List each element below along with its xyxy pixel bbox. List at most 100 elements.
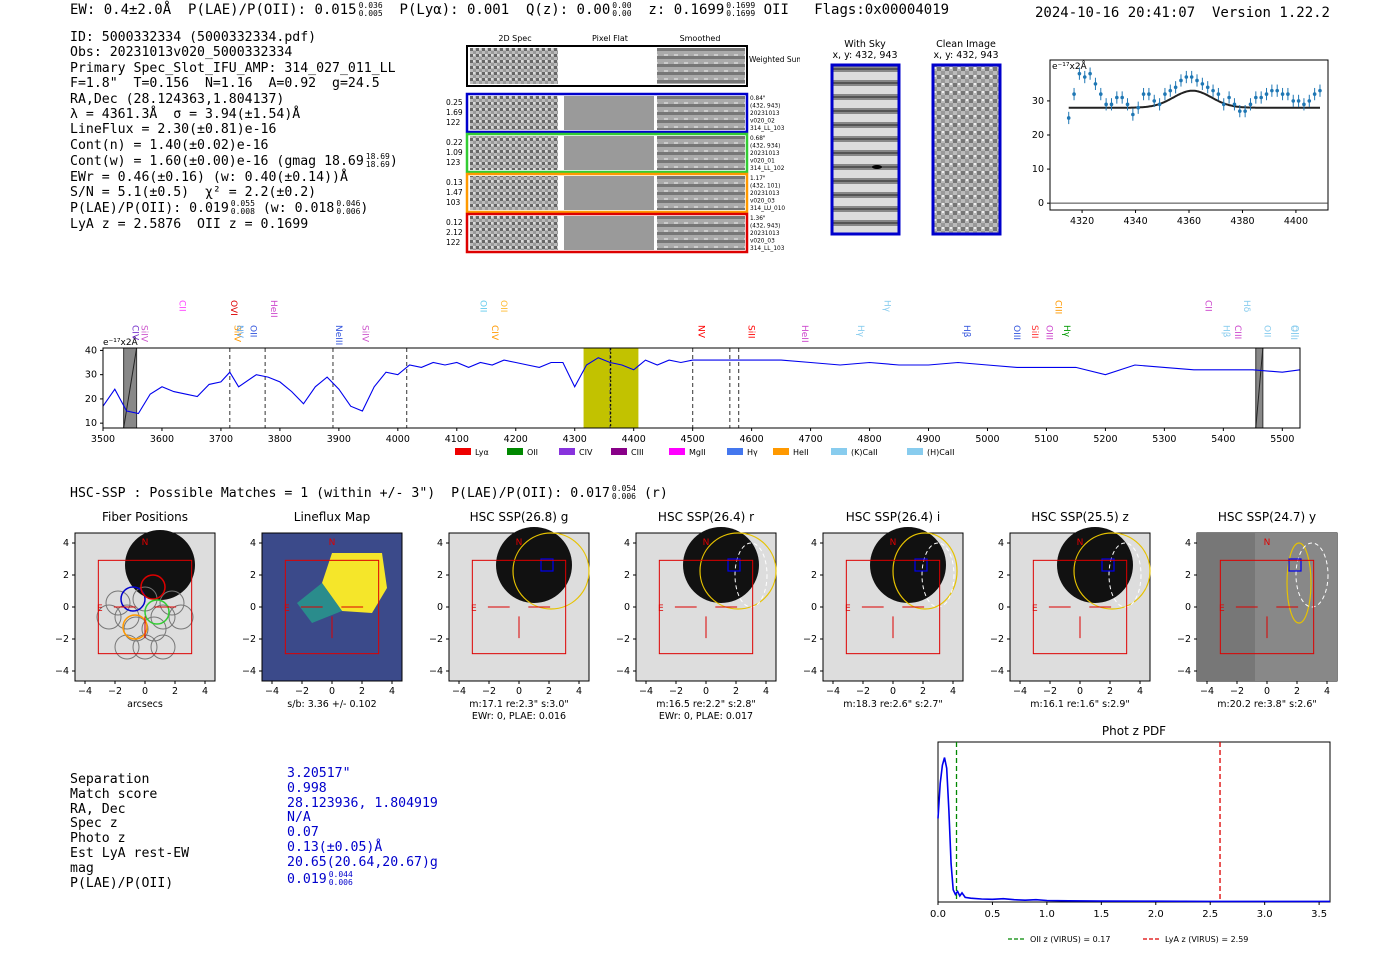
legend-label: OII [527,448,538,457]
legend-swatch [455,448,471,455]
hsc-ytick-label: −4 [1177,666,1191,677]
fiber-circle [168,604,194,630]
zoom-data-point [1157,102,1162,107]
zoom-data-point [1115,95,1119,100]
match-label: Est LyA rest-EW [70,845,190,861]
hsc-ytick-label: −4 [803,666,817,677]
match-value: 20.65(20.64,20.67)g [287,854,438,870]
hsc-ytick-label: 2 [998,570,1004,581]
search-box [1032,559,1128,655]
full-axes-frame [102,347,1301,429]
cutout-meta-d: 1.17" [750,176,766,182]
photz-legend-lya: LyA z (VIRUS) = 2.59 [1143,935,1248,944]
cutout-fiber-num: 103 [446,198,461,207]
fiber-circle [150,634,176,660]
hsc-xtick-label: 2 [733,686,739,697]
hsc-ytick-label: −2 [1177,634,1191,645]
line-label: Hδ [1241,300,1251,313]
search-box [658,559,754,655]
cutout-2d-spec [470,136,558,170]
hsc-xtick-label: −4 [78,686,92,697]
line-label: NV [696,325,706,339]
cutout-smoothed [657,216,745,250]
cutout-weight: 0.25 [446,98,463,107]
hsc-xtick-label: −2 [669,686,683,697]
hsc-xtick-label: 0 [329,686,335,697]
line-label: SiIV [138,325,148,343]
line-label: OII [247,325,257,337]
legend-label: CIII [631,448,644,457]
photz-xtick-label: 2.5 [1202,909,1218,920]
ew-rest: EWr = 0.46(±0.16) (w: 0.40(±0.14))Å [70,169,348,185]
zoom-data-point [1131,112,1135,117]
hsc-ytick-label: 4 [250,538,256,549]
hsc-xtick-label: 4 [1324,686,1330,697]
zoom-data-point [1264,92,1269,96]
fiber-green [144,599,170,625]
zoom-xtick-label: 4380 [1230,216,1254,227]
full-xtick-label: 4600 [740,434,764,445]
hsc-caption: arcsecs [127,699,163,710]
zoom-axes-frame [1049,59,1329,211]
cutout-meta-shot: v020_03 [750,199,775,205]
cutout-pixel-flat [564,96,654,130]
legend-label: CIV [579,448,593,457]
line-label: OII [477,300,487,312]
plae-ratio: P(LAE)/P(OII): 0.019 0.055 0.008 (w: 0.018… [70,199,369,217]
hsc-caption: m:18.3 re:2.6" s:2.7" [843,699,943,710]
hsc-ytick-label: −4 [990,666,1004,677]
catalog-marker [1288,558,1302,572]
compass-north: N [516,538,523,548]
compass-east: E [1219,604,1225,614]
photz-pdf-chart: Phot z PDF 0.0 0.5 1.0 1.5 2.0 2.5 3.0 3.5 OII z … [930,724,1331,944]
zoom-data-point [1237,109,1242,113]
hsc-panel-title: HSC SSP(26.8) g [470,510,569,524]
legend-swatch [669,448,685,455]
zoom-data-point [1147,92,1151,96]
fiber-orange [122,614,148,640]
line-label: CIII [1232,325,1242,339]
hsc-ytick-label: 0 [624,602,630,613]
hsc-ytick-label: 4 [811,538,817,549]
search-box [845,559,941,655]
hsc-xtick-label: 2 [359,686,365,697]
photz-xtick-label: 2.0 [1148,909,1164,920]
hsc-ytick-label: 4 [998,538,1004,549]
detection-info: ID: 5000332334 (5000332334.pdf) Obs: 202… [70,30,398,232]
line-label: SiIV [360,325,370,343]
zoom-data-point [1189,75,1194,79]
catalog-marker [540,558,554,572]
search-box [471,559,567,655]
zoom-xtick-label: 4400 [1284,216,1308,227]
zoom-data-point [1077,71,1082,76]
zoom-ytick-label: 0 [1038,198,1044,209]
hsc-panel-title: Fiber Positions [102,510,188,524]
line-label: CIII [1052,300,1062,314]
zoom-data-point [1072,92,1076,96]
aperture-ellipse [512,532,590,610]
hsc-ytick-label: −2 [990,634,1004,645]
cont-n: Cont(n) = 1.40(±0.02)e-16 [70,137,269,153]
hsc-caption: m:16.1 re:1.6" s:2.9" [1030,699,1130,710]
hsc-panel: Lineflux Map N E 4 2 0 −2 −4 −4 −2 0 2 4 s/b: 3.36 +/… [242,510,403,710]
zoom-ytick-label: 20 [1032,130,1044,141]
masked-band-hatch [1255,347,1264,429]
hsc-panel-title: Lineflux Map [294,510,370,524]
full-xtick-label: 4500 [681,434,705,445]
legend-label: (K)CaII [851,448,878,457]
hsc-xtick-label: −2 [856,686,870,697]
zoom-data-point [1291,99,1296,103]
cutout-meta-amp: 314_LL_103 [750,246,785,252]
hsc-ytick-label: 2 [250,570,256,581]
cutout-throughput: 1.69 [446,108,463,117]
line-label: HeII [268,300,278,318]
line-label: OIII [1288,325,1298,340]
line-label: SiIV [232,325,242,343]
compass-east: E [284,604,290,614]
legend-label: MgII [689,448,706,457]
legend-item: Hγ [727,448,758,457]
line-label: SiII [1029,325,1039,339]
line-label: Hγ [855,325,865,338]
full-xtick-label: 4000 [386,434,410,445]
compass-north: N [329,538,336,548]
